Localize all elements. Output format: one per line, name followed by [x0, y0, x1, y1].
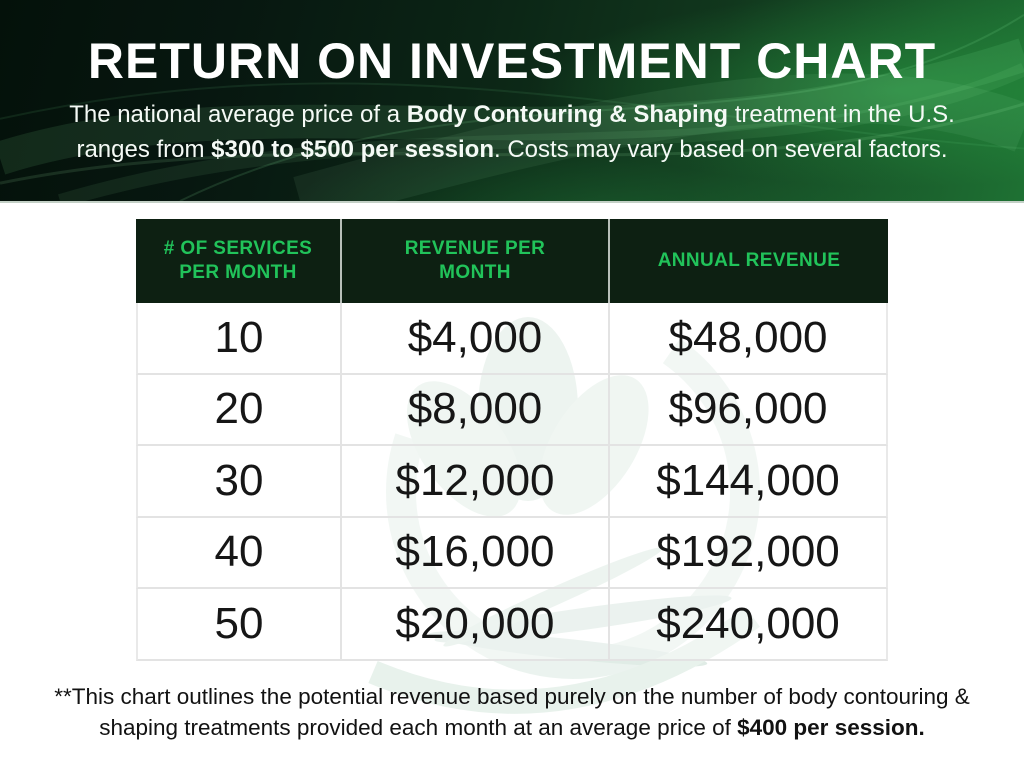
- subtitle-line-2: ranges from $300 to $500 per session. Co…: [0, 132, 1024, 167]
- column-header-annual-revenue: ANNUAL REVENUE: [610, 219, 888, 303]
- table-cell-services: 50: [136, 589, 342, 661]
- column-header-services-per-month: # OF SERVICES PER MONTH: [136, 219, 342, 303]
- table-cell-annual-revenue: $144,000: [610, 446, 888, 518]
- header-banner: RETURN ON INVESTMENT CHART The national …: [0, 0, 1024, 203]
- column-header-revenue-per-month: REVENUE PER MONTH: [342, 219, 610, 303]
- column-header-label: ANNUAL REVENUE: [657, 250, 841, 271]
- table-cell-annual-revenue: $48,000: [610, 303, 888, 375]
- subtitle-text: treatment in the U.S.: [728, 101, 955, 128]
- subtitle: The national average price of a Body Con…: [0, 97, 1024, 167]
- wave-pattern-decoration: [0, 14, 1024, 201]
- footnote-text: shaping treatments provided each month a…: [99, 714, 738, 740]
- table-cell-services: 20: [136, 374, 342, 446]
- table-cell-annual-revenue: $240,000: [610, 589, 888, 661]
- roi-table: # OF SERVICES PER MONTH REVENUE PER MONT…: [136, 219, 888, 661]
- footnote: **This chart outlines the potential reve…: [0, 681, 1024, 743]
- footnote-bold-text: $400 per session.: [737, 714, 925, 740]
- subtitle-bold-text: Body Contouring & Shaping: [406, 101, 729, 128]
- table-cell-services: 30: [136, 446, 342, 518]
- table-cell-annual-revenue: $192,000: [610, 517, 888, 589]
- table-cell-monthly-revenue: $4,000: [342, 303, 610, 375]
- column-header-label: # OF SERVICES PER MONTH: [163, 238, 313, 283]
- table-cell-monthly-revenue: $16,000: [342, 517, 610, 589]
- subtitle-text: ranges from: [76, 136, 212, 163]
- subtitle-text: The national average price of a: [69, 101, 407, 128]
- page-title: RETURN ON INVESTMENT CHART: [87, 33, 937, 89]
- column-header-label: REVENUE PER MONTH: [404, 238, 546, 283]
- table-cell-monthly-revenue: $12,000: [342, 446, 610, 518]
- content-area: # OF SERVICES PER MONTH REVENUE PER MONT…: [0, 219, 1024, 768]
- table-cell-services: 10: [136, 303, 342, 375]
- footnote-line-1: **This chart outlines the potential reve…: [54, 683, 970, 709]
- subtitle-bold-text: $300 to $500 per session: [211, 136, 495, 163]
- table-cell-monthly-revenue: $20,000: [342, 589, 610, 661]
- subtitle-line-1: The national average price of a Body Con…: [0, 97, 1024, 132]
- table-cell-services: 40: [136, 517, 342, 589]
- footnote-line-2: shaping treatments provided each month a…: [0, 712, 1024, 743]
- subtitle-text: . Costs may vary based on several factor…: [494, 136, 948, 163]
- table-cell-monthly-revenue: $8,000: [342, 374, 610, 446]
- table-cell-annual-revenue: $96,000: [610, 374, 888, 446]
